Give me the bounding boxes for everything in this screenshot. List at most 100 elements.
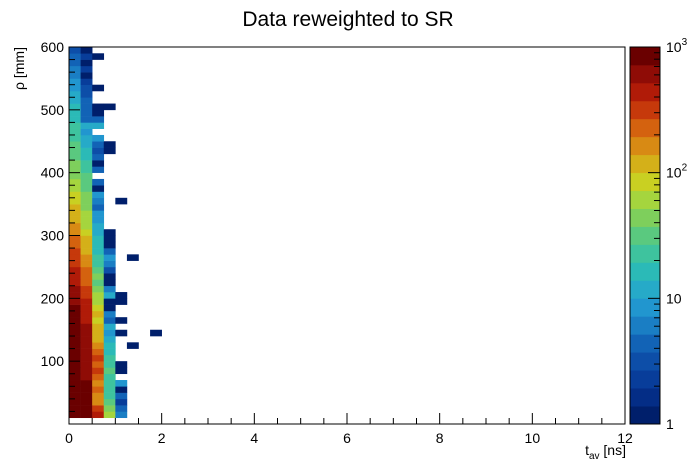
colorbar-segment (630, 298, 660, 317)
heatmap-bin (80, 191, 93, 199)
heatmap-bin (69, 241, 81, 249)
heatmap-bin (103, 292, 116, 299)
heatmap-bin (92, 348, 105, 356)
heatmap-bin (92, 273, 105, 280)
heatmap-bin (92, 216, 105, 224)
x-axis-label-subscript: av (589, 451, 600, 462)
heatmap-bin (103, 147, 116, 155)
heatmap-bin (92, 141, 105, 148)
heatmap-bin (92, 398, 105, 406)
heatmap-bin (80, 241, 93, 249)
heatmap-bin (92, 304, 105, 312)
heatmap-bin (69, 354, 81, 362)
heatmap-bin (92, 53, 105, 60)
heatmap-bin (80, 84, 93, 92)
heatmap-bin (80, 235, 93, 243)
heatmap-bin (69, 141, 81, 148)
heatmap-bin (80, 260, 93, 268)
heatmap-bin (80, 266, 93, 274)
heatmap-bin (92, 329, 105, 337)
heatmap-bin (69, 342, 81, 349)
heatmap-bins (69, 47, 162, 419)
heatmap-bin (80, 47, 93, 54)
y-tick-label: 200 (41, 290, 65, 306)
heatmap-bin (69, 222, 81, 230)
x-axis-label-main: t (585, 442, 589, 458)
heatmap-bin (69, 273, 81, 280)
heatmap-bin (69, 248, 81, 255)
colorbar-segment (630, 172, 660, 192)
heatmap-bin (92, 235, 105, 243)
x-axis-label-unit: [ns] (600, 442, 626, 458)
heatmap-bin (103, 285, 116, 293)
heatmap-bin (69, 229, 81, 236)
heatmap-bin (115, 292, 128, 299)
colorbar-segment (630, 334, 660, 353)
heatmap-bin (92, 260, 105, 268)
heatmap-bin (92, 361, 105, 368)
heatmap-bin (80, 317, 93, 324)
heatmap-bin (150, 329, 162, 337)
heatmap-bin (80, 329, 93, 337)
heatmap-bin (92, 109, 105, 117)
heatmap-bin (92, 84, 105, 92)
heatmap-bin (92, 342, 105, 349)
heatmap-bin (80, 78, 93, 85)
heatmap-bin (69, 260, 81, 268)
heatmap-bin (103, 254, 116, 261)
x-tick-label: 6 (343, 430, 351, 446)
heatmap-bin (69, 90, 81, 98)
colorbar-segment (630, 64, 660, 84)
heatmap-bin (92, 380, 105, 387)
heatmap-bin (69, 153, 81, 161)
heatmap-bin (69, 59, 81, 67)
heatmap-bin (69, 348, 81, 356)
heatmap-bin (103, 266, 116, 274)
heatmap-bin (69, 216, 81, 224)
heatmap-bin (92, 185, 105, 192)
heatmap-bin (69, 304, 81, 312)
heatmap-bin (80, 279, 93, 287)
heatmap-bin (92, 279, 105, 287)
heatmap-bin (92, 386, 105, 393)
heatmap-bin (69, 310, 81, 318)
heatmap-bin (69, 411, 81, 419)
heatmap-bin (92, 147, 105, 155)
colorbar-tick-label: 1 (666, 416, 674, 432)
heatmap-bin (80, 373, 93, 381)
heatmap-bin (92, 178, 105, 186)
heatmap-bin (69, 109, 81, 117)
heatmap-bin (103, 279, 116, 287)
heatmap-bin (69, 128, 81, 136)
heatmap-bin (80, 153, 93, 161)
heatmap-bin (103, 329, 116, 337)
heatmap-bin (69, 116, 81, 123)
heatmap-bin (69, 323, 81, 331)
heatmap-bin (103, 260, 116, 268)
heatmap-bin (80, 348, 93, 356)
heatmap-bin (92, 292, 105, 299)
heatmap-bin (115, 386, 128, 393)
chart-title: Data reweighted to SR (242, 8, 453, 31)
heatmap-bin (103, 273, 116, 280)
heatmap-bin (103, 342, 116, 349)
heatmap-bin (92, 241, 105, 249)
colorbar-tick-base: 1 (666, 416, 674, 432)
heatmap-bin (69, 103, 81, 111)
colorbar-tick-exponent: 3 (682, 37, 688, 48)
colorbar-tick-label: 103 (666, 37, 688, 55)
heatmap-bin (103, 103, 116, 111)
heatmap-bin (80, 229, 93, 236)
colorbar-tick-base: 10 (666, 39, 682, 55)
x-tick-label: 0 (65, 430, 73, 446)
heatmap-bin (80, 72, 93, 79)
heatmap-bin (92, 285, 105, 293)
heatmap-bin (69, 386, 81, 393)
heatmap-bin (69, 47, 81, 54)
heatmap-bin (103, 386, 116, 393)
heatmap-bin (92, 204, 105, 211)
heatmap-bin (80, 204, 93, 211)
heatmap-bin (115, 405, 128, 412)
heatmap-bin (103, 361, 116, 368)
